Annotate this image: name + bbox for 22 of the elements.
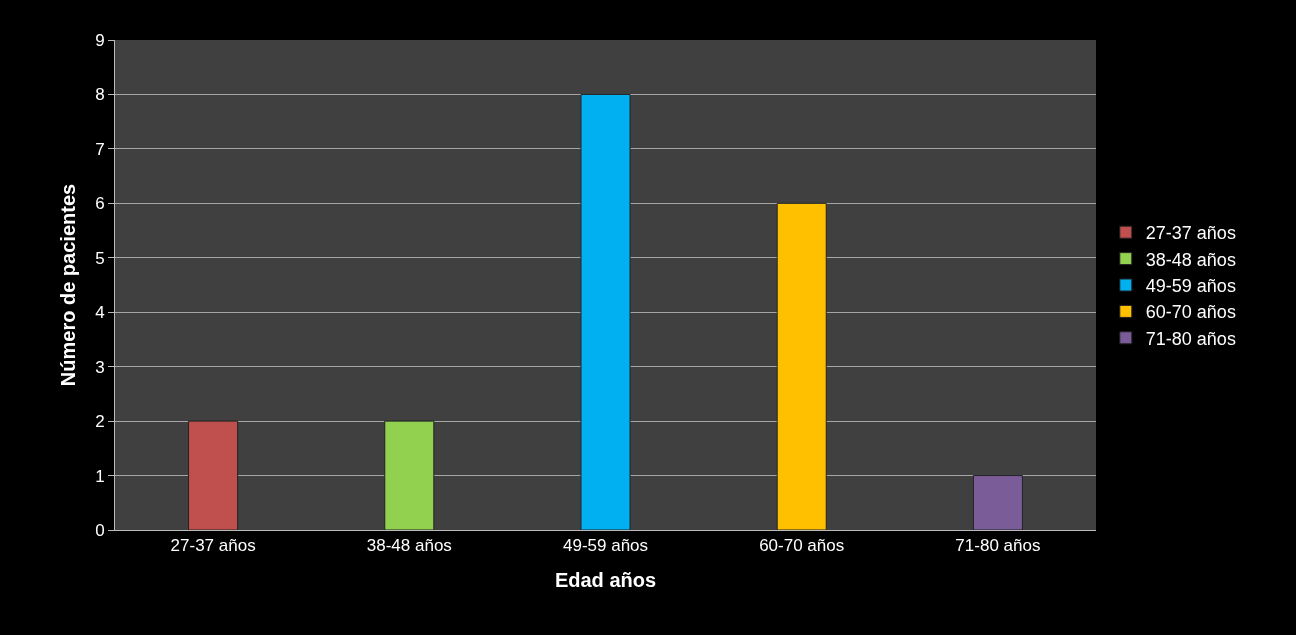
x-tick-label: 60-70 años: [759, 536, 845, 556]
y-tick-label: 8: [95, 85, 105, 105]
x-tick-label: 38-48 años: [366, 536, 452, 556]
x-tick-label: 27-37 años: [170, 536, 256, 556]
y-tick-label: 5: [95, 248, 105, 268]
y-tick-label: 1: [95, 466, 105, 486]
y-tick-label: 2: [95, 412, 105, 432]
y-tick-label: 7: [95, 139, 105, 159]
y-tick-label: 9: [95, 30, 105, 50]
y-tick-label: 6: [95, 194, 105, 214]
x-tick-label: 71-80 años: [955, 536, 1041, 556]
y-tick-label: 4: [95, 303, 105, 323]
y-tick-label: 0: [95, 520, 105, 540]
legend-label: 49-59 años: [1145, 276, 1236, 297]
x-tick-label: 49-59 años: [562, 536, 649, 556]
legend-label: 27-37 años: [1145, 223, 1236, 244]
legend-label: 60-70 años: [1145, 302, 1236, 323]
y-tick-label: 3: [95, 357, 105, 377]
y-axis-title: Número de pacientes: [56, 183, 79, 387]
x-axis-title: Edad años: [554, 568, 657, 591]
legend-label: 71-80 años: [1145, 328, 1236, 349]
legend-label: 38-48 años: [1145, 249, 1236, 270]
